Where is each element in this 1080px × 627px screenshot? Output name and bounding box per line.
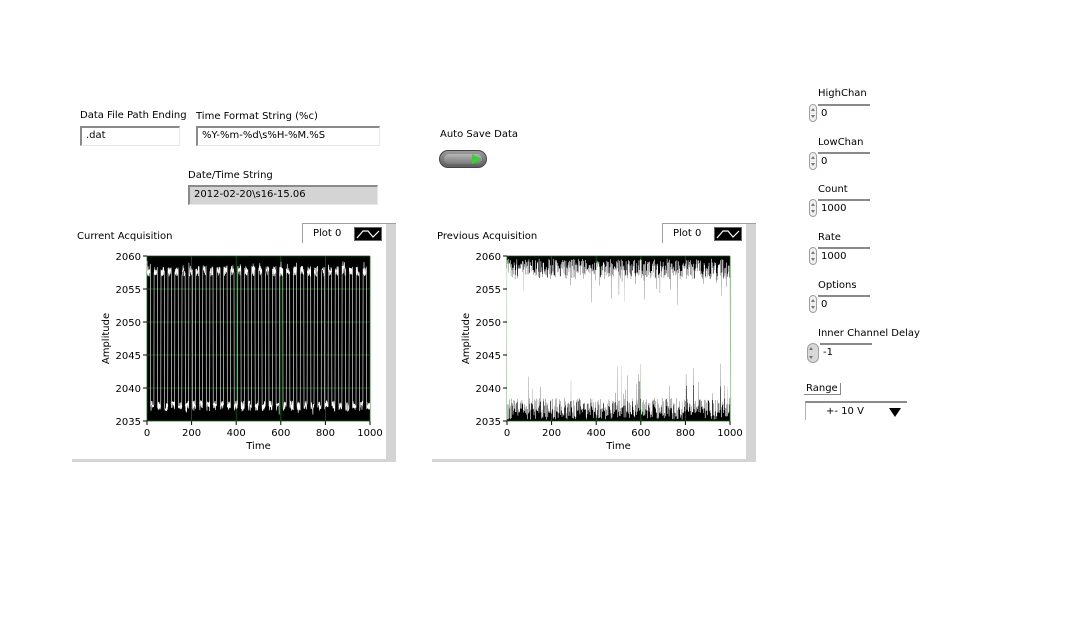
x-tick-label: 200 xyxy=(182,428,201,439)
series-line-plot-0 xyxy=(146,260,371,415)
x-tick-label: 1000 xyxy=(717,428,742,439)
x-tick-label: 400 xyxy=(587,428,606,439)
low-chan-value[interactable]: 0 xyxy=(818,152,870,170)
previous-acquisition-legend[interactable]: Plot 0 xyxy=(662,223,756,244)
auto-save-data-label: Auto Save Data xyxy=(440,129,518,140)
x-tick-label: 1000 xyxy=(357,428,382,439)
options-value[interactable]: 0 xyxy=(818,295,870,313)
data-file-path-ending-label: Data File Path Ending xyxy=(80,110,187,121)
dropdown-arrow-icon[interactable] xyxy=(889,408,901,417)
legend-plot-name: Plot 0 xyxy=(673,228,702,239)
y-tick-label: 2050 xyxy=(116,318,141,329)
y-tick-label: 2035 xyxy=(116,417,141,428)
legend-plot-name: Plot 0 xyxy=(313,228,342,239)
y-tick-label: 2055 xyxy=(476,285,501,296)
y-tick-label: 2060 xyxy=(116,252,141,263)
range-selector[interactable]: +- 10 V xyxy=(805,401,907,420)
y-tick-label: 2040 xyxy=(116,384,141,395)
plot-line-swatch-icon xyxy=(714,227,742,241)
y-tick-label: 2050 xyxy=(476,318,501,329)
y-tick-label: 2055 xyxy=(116,285,141,296)
high-chan-label: HighChan xyxy=(818,88,867,99)
date-time-string-label: Date/Time String xyxy=(188,170,273,181)
x-tick-label: 0 xyxy=(504,428,510,439)
y-tick-label: 2045 xyxy=(116,351,141,362)
high-chan-value[interactable]: 0 xyxy=(818,104,870,122)
y-tick-label: 2040 xyxy=(476,384,501,395)
current-acquisition-plot[interactable]: 0 200 400 600 800 1000 2060 2055 2050 2045 2040 203… xyxy=(72,246,388,460)
time-format-string-label: Time Format String (%c) xyxy=(196,111,318,122)
x-tick-label: 600 xyxy=(631,428,650,439)
inner-channel-delay-value[interactable]: -1 xyxy=(820,343,872,361)
increment-decrement-icon[interactable] xyxy=(809,247,817,265)
low-chan-label: LowChan xyxy=(818,137,864,148)
inner-channel-delay-label: Inner Channel Delay xyxy=(818,328,920,339)
x-tick-label: 0 xyxy=(144,428,150,439)
date-time-string-indicator: 2012-02-20\s16-15.06 xyxy=(188,185,378,205)
x-tick-label: 400 xyxy=(227,428,246,439)
increment-decrement-icon[interactable] xyxy=(807,343,819,363)
graph-frame-edge xyxy=(746,238,756,462)
increment-decrement-icon[interactable] xyxy=(809,295,817,313)
legend-edge xyxy=(746,224,756,244)
y-axis-label: Amplitude xyxy=(101,313,112,364)
previous-acquisition-title: Previous Acquisition xyxy=(437,231,538,242)
graph-frame-bottom xyxy=(72,459,396,462)
x-axis-label: Time xyxy=(245,441,270,452)
rate-label: Rate xyxy=(818,232,841,243)
toggle-body xyxy=(444,154,482,164)
y-tick-label: 2035 xyxy=(476,417,501,428)
current-acquisition-legend[interactable]: Plot 0 xyxy=(302,223,396,244)
count-label: Count xyxy=(818,184,848,195)
current-acquisition-title: Current Acquisition xyxy=(77,231,173,242)
previous-acquisition-plot[interactable]: 0 200 400 600 800 1000 2060 2055 2050 2045 2040 203… xyxy=(432,246,748,460)
data-file-path-ending-input[interactable]: .dat xyxy=(80,126,180,146)
x-tick-label: 800 xyxy=(316,428,335,439)
plot-line-swatch-icon xyxy=(354,227,382,241)
x-tick-label: 800 xyxy=(676,428,695,439)
count-value[interactable]: 1000 xyxy=(818,199,870,217)
y-axis-label: Amplitude xyxy=(461,313,472,364)
x-tick-label: 600 xyxy=(271,428,290,439)
range-label: Range xyxy=(804,383,841,395)
series-line-plot-0 xyxy=(506,258,731,420)
auto-save-data-toggle[interactable] xyxy=(439,150,487,168)
y-tick-label: 2060 xyxy=(476,252,501,263)
increment-decrement-icon[interactable] xyxy=(809,199,817,217)
time-format-string-input[interactable]: %Y-%m-%d\s%H-%M.%S xyxy=(196,126,380,146)
x-tick-label: 200 xyxy=(542,428,561,439)
graph-frame-edge xyxy=(386,238,396,462)
play-icon xyxy=(472,154,481,164)
increment-decrement-icon[interactable] xyxy=(809,152,817,170)
increment-decrement-icon[interactable] xyxy=(809,104,817,122)
x-axis-label: Time xyxy=(605,441,630,452)
legend-edge xyxy=(386,224,396,244)
options-label: Options xyxy=(818,280,857,291)
y-tick-label: 2045 xyxy=(476,351,501,362)
graph-frame-bottom xyxy=(432,459,756,462)
rate-value[interactable]: 1000 xyxy=(818,247,870,265)
range-value: +- 10 V xyxy=(826,406,864,417)
